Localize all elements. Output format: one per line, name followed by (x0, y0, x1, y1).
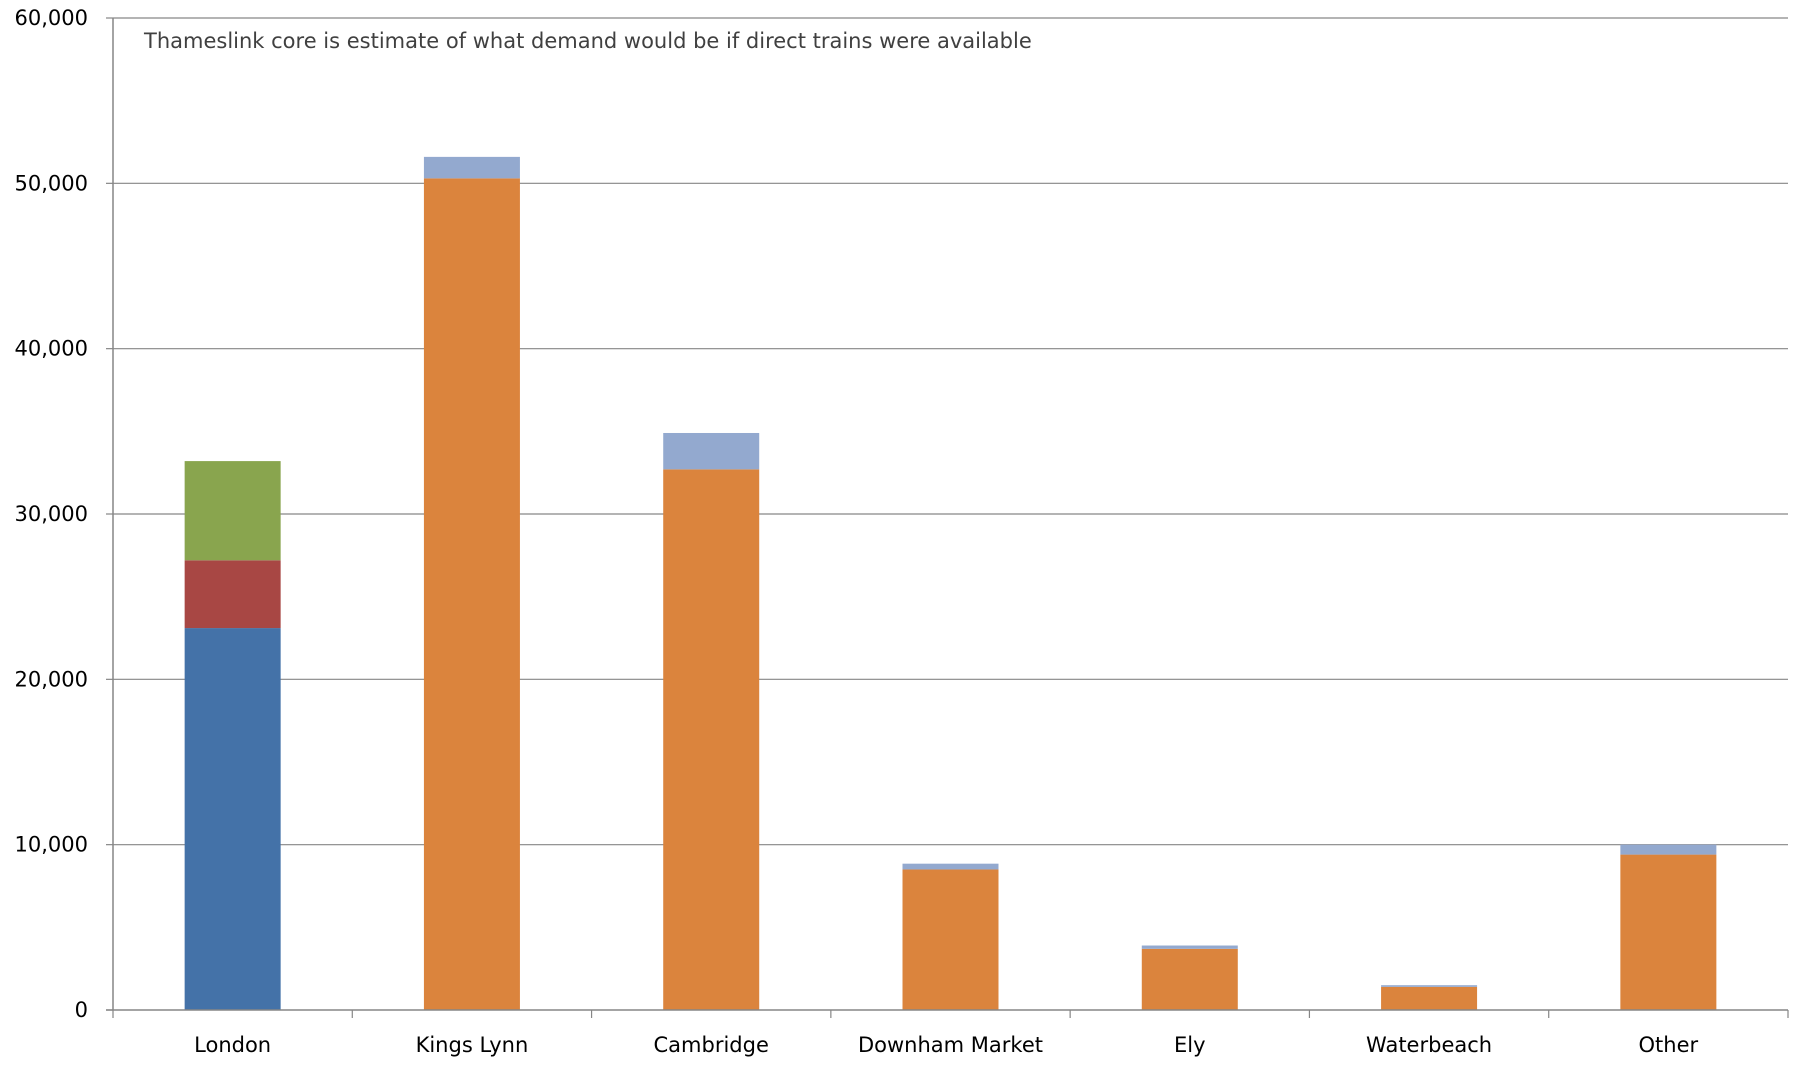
x-tick-label: Ely (1174, 1033, 1206, 1057)
bars (184, 156, 1717, 1010)
bar-segment (184, 560, 281, 629)
x-tick-label: Waterbeach (1366, 1033, 1492, 1057)
y-tick-label: 50,000 (15, 171, 88, 195)
bar-segment (902, 863, 999, 870)
bar-segment (1141, 948, 1238, 1010)
bar-segment (423, 156, 520, 179)
bar-segment (663, 469, 760, 1010)
y-tick-label: 10,000 (15, 833, 88, 857)
x-tick-label: Downham Market (858, 1033, 1043, 1057)
y-tick-label: 0 (75, 998, 88, 1022)
x-tick-labels: London Kings Lynn Cambridge Downham Market E… (194, 1033, 1698, 1057)
bar-segment (423, 178, 520, 1010)
x-tick-label: Cambridge (654, 1033, 769, 1057)
bar-segment (1381, 985, 1478, 987)
y-tick-label: 60,000 (15, 6, 88, 30)
x-tick-label: Other (1639, 1033, 1699, 1057)
bar-segment (184, 461, 281, 561)
x-tick-label: London (194, 1033, 271, 1057)
bar-segment (1620, 854, 1717, 1010)
y-tick-label: 30,000 (15, 502, 88, 526)
axes (106, 18, 1789, 1018)
y-tick-labels: 0 10,000 20,000 30,000 40,000 50,000 60,000 (15, 6, 88, 1022)
bar-segment (663, 432, 760, 470)
gridlines (106, 17, 1788, 1011)
bar-segment (1620, 844, 1717, 855)
bar-segment (902, 869, 999, 1010)
bar-segment (1141, 945, 1238, 949)
y-tick-label: 20,000 (15, 667, 88, 691)
chart-annotation: Thameslink core is estimate of what dema… (143, 29, 1032, 53)
bar-segment (184, 628, 281, 1010)
x-tick-label: Kings Lynn (416, 1033, 529, 1057)
y-tick-label: 40,000 (15, 337, 88, 361)
bar-segment (1381, 986, 1478, 1010)
